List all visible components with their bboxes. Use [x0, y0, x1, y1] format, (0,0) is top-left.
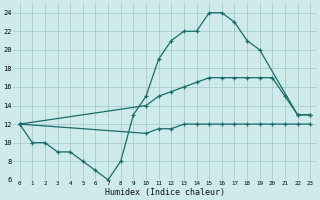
X-axis label: Humidex (Indice chaleur): Humidex (Indice chaleur)	[105, 188, 225, 197]
